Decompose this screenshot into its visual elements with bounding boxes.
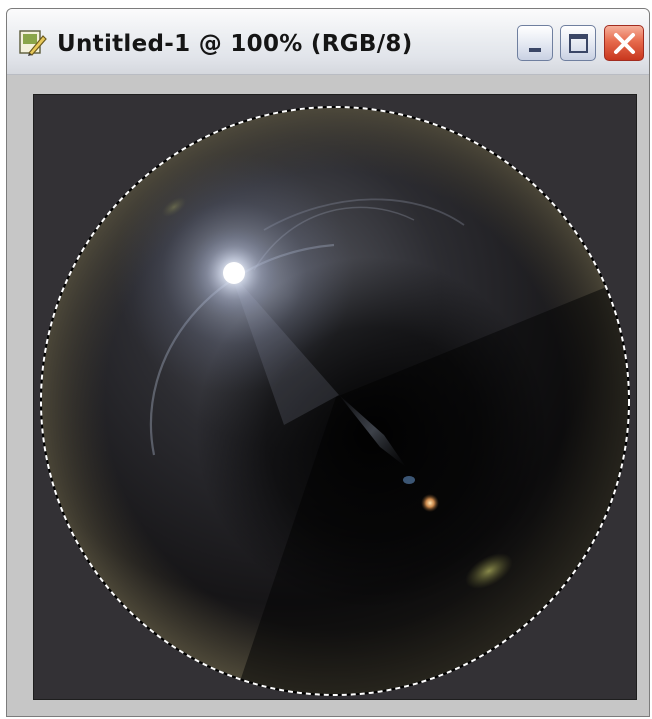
minimize-icon (529, 48, 541, 52)
canvas-area (7, 75, 649, 716)
window-title: Untitled-1 @ 100% (RGB/8) (57, 31, 413, 57)
minimize-button[interactable] (517, 25, 553, 61)
spherized-lens-flare-image (40, 106, 630, 696)
document-window: Untitled-1 @ 100% (RGB/8) (6, 8, 650, 717)
close-icon (614, 33, 635, 54)
maximize-button[interactable] (560, 25, 596, 61)
close-button[interactable] (604, 25, 644, 61)
photoshop-document-icon[interactable] (17, 27, 47, 57)
maximize-icon (569, 34, 588, 53)
window-titlebar[interactable]: Untitled-1 @ 100% (RGB/8) (7, 9, 649, 75)
image-canvas[interactable] (33, 94, 637, 700)
